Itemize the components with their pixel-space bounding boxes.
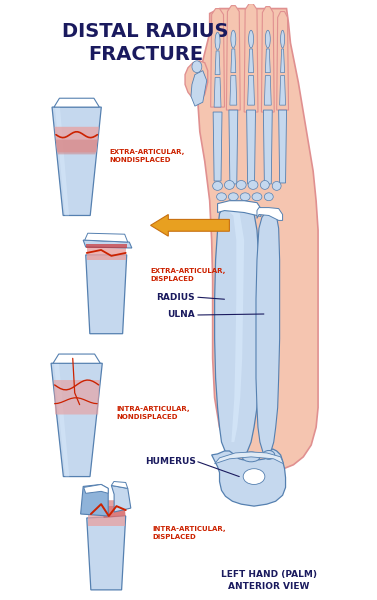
Text: FRACTURE: FRACTURE: [88, 46, 203, 64]
Polygon shape: [54, 380, 100, 415]
Text: HUMERUS: HUMERUS: [145, 457, 196, 466]
Ellipse shape: [228, 193, 238, 200]
Polygon shape: [55, 140, 98, 154]
Text: INTRA-ARTICULAR,
DISPLACED: INTRA-ARTICULAR, DISPLACED: [153, 526, 226, 540]
Text: LEFT HAND (PALM)
ANTERIOR VIEW: LEFT HAND (PALM) ANTERIOR VIEW: [221, 570, 317, 591]
Polygon shape: [81, 484, 108, 516]
Ellipse shape: [240, 193, 250, 200]
Polygon shape: [211, 449, 285, 506]
Ellipse shape: [248, 181, 258, 190]
Polygon shape: [215, 51, 220, 74]
Text: DISTAL RADIUS: DISTAL RADIUS: [62, 22, 229, 41]
Polygon shape: [248, 49, 253, 73]
Text: INTRA-ARTICULAR,
NONDISPLACED: INTRA-ARTICULAR, NONDISPLACED: [116, 406, 190, 419]
Polygon shape: [111, 485, 131, 512]
Ellipse shape: [264, 193, 273, 200]
Polygon shape: [231, 49, 236, 73]
Ellipse shape: [252, 193, 262, 200]
Polygon shape: [280, 76, 285, 105]
Polygon shape: [86, 255, 127, 334]
Polygon shape: [185, 61, 208, 102]
Polygon shape: [265, 49, 270, 73]
Polygon shape: [248, 76, 254, 105]
Ellipse shape: [231, 30, 236, 48]
Polygon shape: [256, 211, 280, 455]
Polygon shape: [277, 11, 288, 110]
Ellipse shape: [243, 469, 265, 484]
Polygon shape: [191, 71, 207, 106]
Text: EXTRA-ARTICULAR,
NONDISPLACED: EXTRA-ARTICULAR, NONDISPLACED: [109, 149, 185, 163]
Ellipse shape: [272, 181, 281, 190]
FancyArrow shape: [150, 214, 229, 236]
Polygon shape: [87, 516, 126, 590]
Polygon shape: [261, 7, 274, 112]
Polygon shape: [215, 206, 260, 457]
Ellipse shape: [236, 181, 246, 190]
Polygon shape: [53, 354, 100, 363]
Ellipse shape: [215, 32, 220, 50]
Polygon shape: [85, 233, 128, 242]
Polygon shape: [247, 110, 256, 184]
Polygon shape: [84, 484, 108, 493]
Polygon shape: [227, 5, 240, 110]
Polygon shape: [51, 363, 102, 476]
Ellipse shape: [213, 181, 222, 190]
Polygon shape: [211, 8, 224, 107]
Polygon shape: [83, 240, 132, 248]
Polygon shape: [280, 49, 285, 73]
Ellipse shape: [261, 181, 269, 190]
Text: ULNA: ULNA: [167, 310, 195, 319]
Polygon shape: [215, 452, 284, 464]
Polygon shape: [52, 107, 101, 215]
Polygon shape: [214, 77, 221, 107]
Polygon shape: [227, 211, 244, 442]
Polygon shape: [229, 110, 238, 184]
Ellipse shape: [263, 451, 275, 460]
Ellipse shape: [280, 30, 285, 48]
Text: EXTRA-ARTICULAR,
DISPLACED: EXTRA-ARTICULAR, DISPLACED: [150, 268, 226, 281]
Ellipse shape: [216, 193, 227, 200]
Polygon shape: [198, 8, 318, 470]
Ellipse shape: [242, 452, 260, 462]
Ellipse shape: [265, 30, 270, 48]
Polygon shape: [86, 244, 127, 248]
Polygon shape: [54, 98, 99, 107]
Polygon shape: [257, 208, 283, 220]
Polygon shape: [244, 4, 258, 112]
Polygon shape: [218, 200, 261, 217]
Ellipse shape: [248, 30, 253, 48]
Polygon shape: [88, 506, 125, 526]
Polygon shape: [264, 110, 272, 184]
Polygon shape: [55, 107, 69, 215]
Polygon shape: [101, 500, 126, 518]
Text: RADIUS: RADIUS: [156, 293, 195, 302]
Polygon shape: [55, 127, 99, 152]
Ellipse shape: [224, 181, 234, 190]
Polygon shape: [54, 363, 69, 476]
Polygon shape: [87, 246, 126, 260]
Polygon shape: [213, 112, 222, 181]
Ellipse shape: [192, 61, 202, 73]
Polygon shape: [264, 76, 271, 105]
Polygon shape: [279, 110, 287, 183]
Polygon shape: [111, 481, 128, 488]
Polygon shape: [230, 76, 237, 105]
